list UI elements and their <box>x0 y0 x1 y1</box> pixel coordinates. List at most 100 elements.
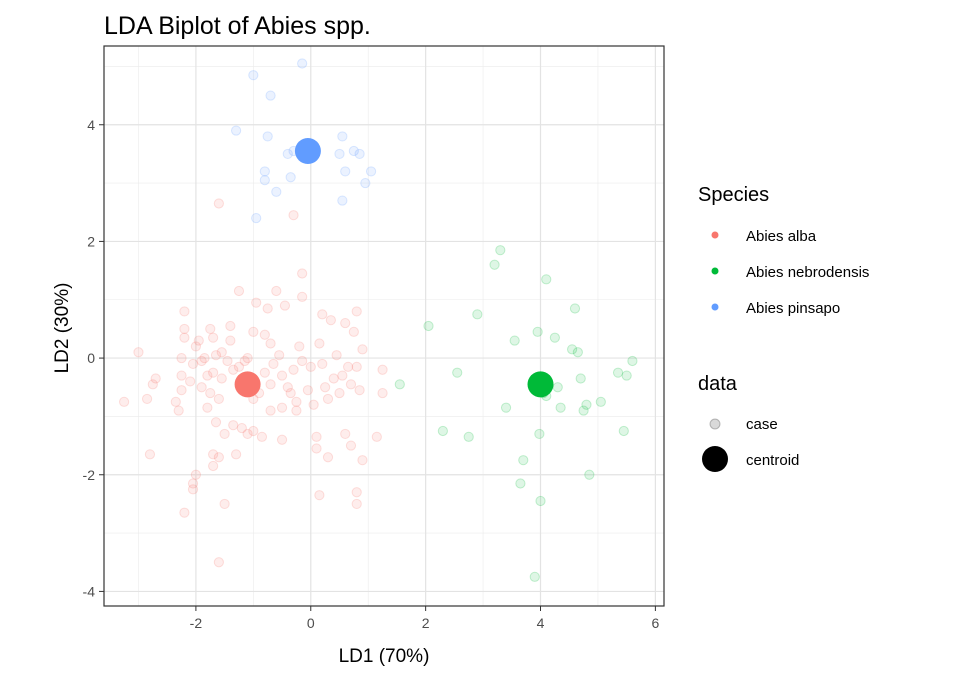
case-point-abies-alba <box>242 428 253 440</box>
case-point-abies-nebrodensis <box>509 335 520 346</box>
case-point-abies-nebrodensis <box>463 431 474 442</box>
case-point-abies-alba <box>279 300 291 311</box>
case-point-abies-alba <box>262 303 273 314</box>
case-point-abies-nebrodensis <box>394 379 405 390</box>
case-point-abies-alba <box>322 393 334 405</box>
centroid-points <box>234 138 554 398</box>
case-point-abies-alba <box>190 341 201 352</box>
case-point-abies-alba <box>314 338 325 349</box>
case-point-abies-alba <box>213 557 224 568</box>
case-point-abies-pinsapo <box>248 70 259 81</box>
case-points <box>119 58 638 582</box>
case-point-abies-alba <box>208 332 219 343</box>
legend-label-abies-alba: Abies alba <box>746 228 817 245</box>
case-point-abies-alba <box>176 385 187 396</box>
case-point-abies-alba <box>228 420 239 431</box>
case-point-abies-alba <box>265 405 276 416</box>
legend: Species Abies alba Abies nebrodensis Abi… <box>698 184 869 472</box>
case-point-abies-alba <box>265 379 276 390</box>
case-point-abies-nebrodensis <box>581 399 592 410</box>
case-point-abies-alba <box>337 370 348 381</box>
case-point-abies-alba <box>265 338 276 349</box>
case-point-abies-alba <box>305 361 316 372</box>
centroid-abies-pinsapo <box>294 138 321 164</box>
case-point-abies-alba <box>176 352 187 364</box>
case-point-abies-alba <box>276 402 288 413</box>
case-point-abies-alba <box>199 352 210 364</box>
legend-key-abies-pinsapo <box>711 303 719 311</box>
case-point-abies-alba <box>179 332 190 343</box>
legend-label-centroid: centroid <box>746 452 799 469</box>
case-point-abies-alba <box>233 361 245 372</box>
case-point-abies-nebrodensis <box>612 367 624 378</box>
legend-label-abies-nebrodensis: Abies nebrodensis <box>746 264 869 281</box>
case-point-abies-pinsapo <box>365 166 377 177</box>
case-point-abies-alba <box>328 373 339 384</box>
case-point-abies-alba <box>208 460 219 472</box>
centroid-abies-nebrodensis <box>527 371 554 398</box>
case-point-abies-alba <box>208 367 219 378</box>
case-point-abies-pinsapo <box>265 90 276 101</box>
case-point-abies-alba <box>308 399 319 410</box>
case-point-abies-nebrodensis <box>532 326 543 337</box>
case-point-abies-alba <box>351 306 362 317</box>
case-point-abies-alba <box>276 370 288 381</box>
x-tick-label: 6 <box>651 615 659 631</box>
case-point-abies-nebrodensis <box>569 303 581 314</box>
case-point-abies-pinsapo <box>271 186 282 197</box>
case-point-abies-alba <box>377 364 388 375</box>
case-point-abies-alba <box>170 396 181 407</box>
case-point-abies-alba <box>357 344 368 355</box>
panel-border <box>103 45 665 607</box>
case-point-abies-alba <box>351 498 362 510</box>
case-point-abies-alba <box>345 379 357 390</box>
case-point-abies-alba <box>179 306 190 317</box>
case-point-abies-alba <box>288 210 299 221</box>
case-point-abies-alba <box>268 358 279 370</box>
case-point-abies-alba <box>236 422 247 434</box>
case-point-abies-nebrodensis <box>549 332 560 343</box>
case-point-abies-alba <box>190 469 201 480</box>
case-point-abies-pinsapo <box>231 125 242 136</box>
case-point-abies-nebrodensis <box>567 344 578 355</box>
x-tick-label: 4 <box>537 615 545 631</box>
case-point-abies-alba <box>147 379 158 390</box>
case-point-abies-alba <box>317 358 328 370</box>
case-point-abies-alba <box>222 355 233 367</box>
case-point-abies-alba <box>133 347 144 358</box>
case-point-abies-alba <box>285 387 296 399</box>
case-point-abies-alba <box>233 285 245 297</box>
case-point-abies-alba <box>334 387 345 399</box>
case-point-abies-nebrodensis <box>500 402 512 413</box>
case-point-abies-alba <box>351 361 362 372</box>
case-point-abies-alba <box>225 320 236 332</box>
case-point-abies-alba <box>259 367 270 378</box>
case-point-abies-alba <box>294 341 305 352</box>
case-point-abies-alba <box>297 291 308 302</box>
case-point-abies-alba <box>185 376 196 387</box>
legend-key-abies-nebrodensis <box>711 267 719 275</box>
case-point-abies-pinsapo <box>282 148 293 160</box>
case-point-abies-nebrodensis <box>555 402 566 413</box>
case-point-abies-alba <box>179 507 190 518</box>
case-point-abies-alba <box>248 425 259 437</box>
case-point-abies-nebrodensis <box>472 309 483 320</box>
case-point-abies-nebrodensis <box>535 495 546 507</box>
case-point-abies-alba <box>354 385 365 396</box>
case-point-abies-pinsapo <box>259 166 270 177</box>
legend-label-abies-pinsapo: Abies pinsapo <box>746 300 840 317</box>
case-point-abies-alba <box>357 455 368 466</box>
case-point-abies-pinsapo <box>337 131 348 142</box>
case-point-abies-pinsapo <box>340 166 351 177</box>
centroid-abies-alba <box>234 371 261 398</box>
case-point-abies-alba <box>256 431 268 442</box>
case-point-abies-nebrodensis <box>578 405 589 416</box>
case-point-abies-alba <box>119 396 130 407</box>
case-point-abies-nebrodensis <box>518 455 529 466</box>
legend-key-abies-alba <box>711 231 719 239</box>
y-tick-label: -4 <box>83 583 96 599</box>
case-point-abies-alba <box>248 326 259 337</box>
case-point-abies-pinsapo <box>259 175 270 186</box>
case-point-abies-nebrodensis <box>495 245 506 256</box>
case-point-abies-pinsapo <box>297 58 308 69</box>
